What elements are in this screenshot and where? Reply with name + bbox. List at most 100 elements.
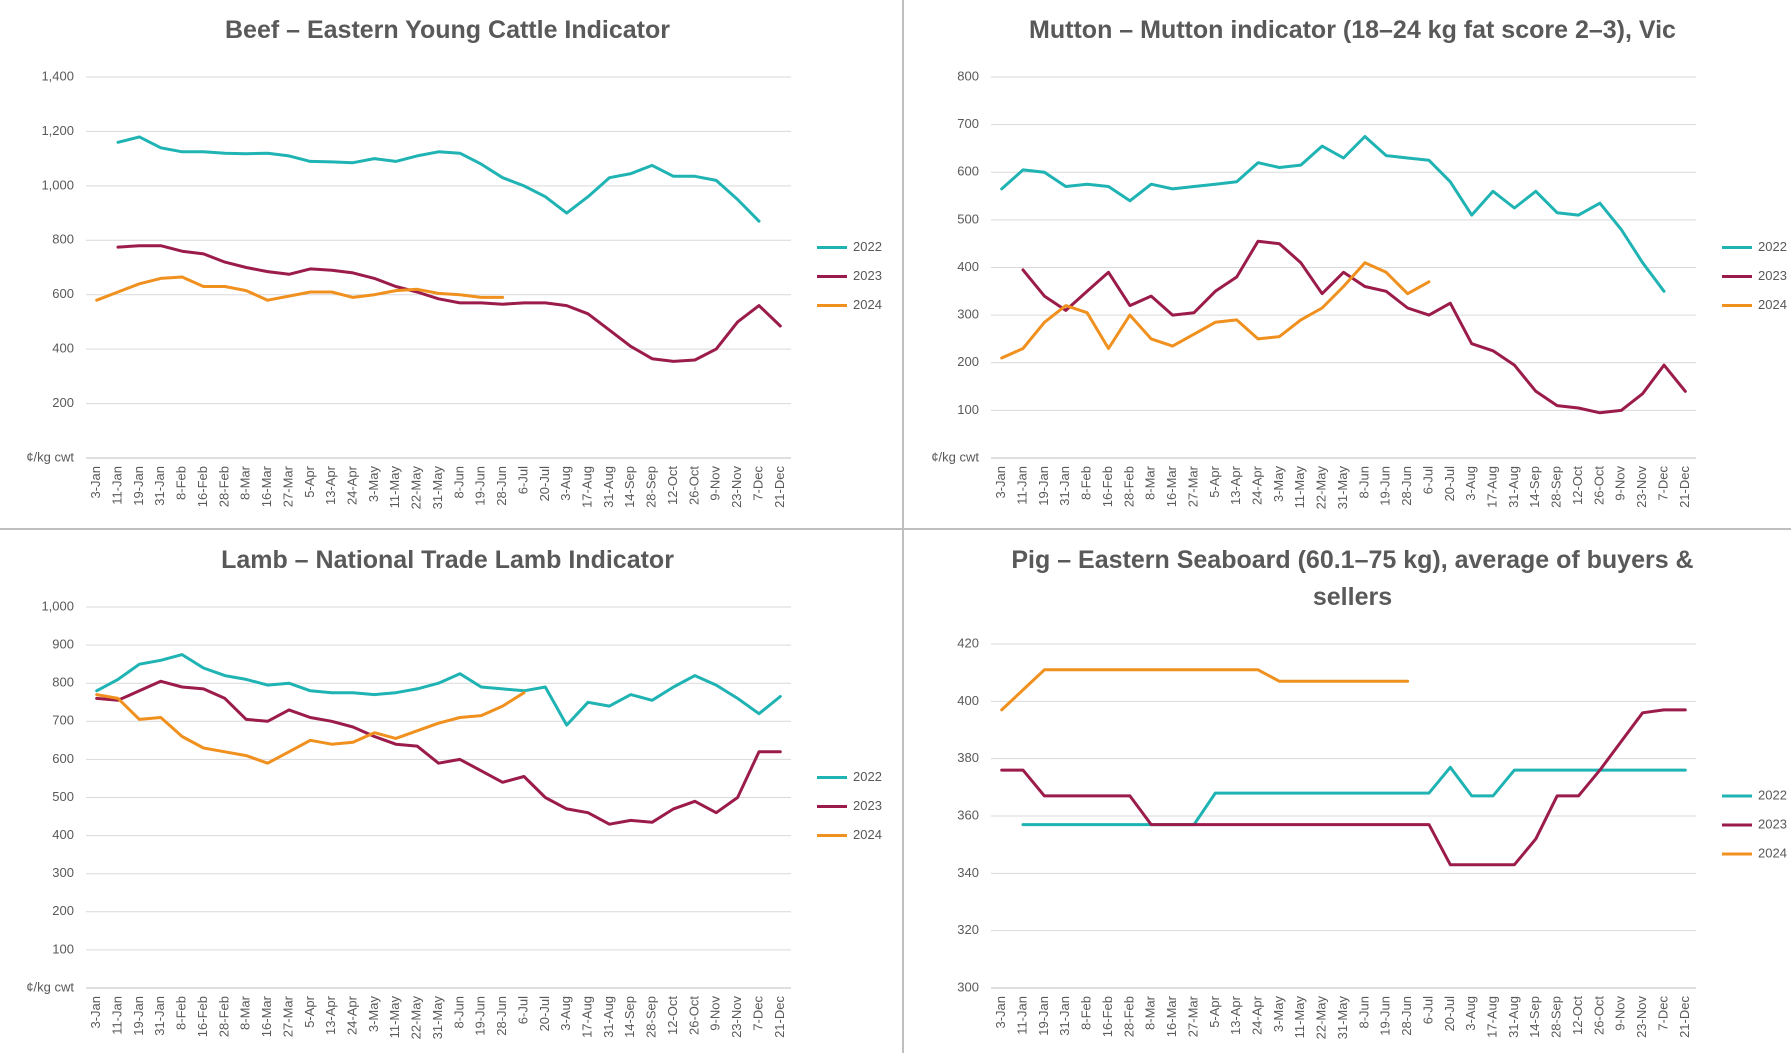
x-tick-label: 3-May: [366, 996, 381, 1033]
x-tick-label: 28-Sep: [1549, 466, 1564, 508]
y-tick-label: 300: [52, 865, 74, 880]
x-tick-label: 28-Feb: [216, 466, 231, 507]
x-tick-label: 9-Nov: [1613, 996, 1628, 1031]
x-tick-label: 31-Jan: [1057, 466, 1072, 506]
x-tick-label: 20-Jul: [537, 996, 552, 1032]
x-tick-label: 11-Jan: [109, 466, 124, 505]
x-tick-label: 8-Mar: [1143, 995, 1158, 1030]
series-line: [95, 275, 505, 302]
x-tick-label: 13-Apr: [1228, 995, 1243, 1035]
x-tick-label: 11-May: [1292, 996, 1307, 1039]
y-tick-label: 1,000: [41, 598, 74, 613]
x-tick-label: 24-Apr: [344, 995, 359, 1035]
x-tick-label: 3-Aug: [558, 996, 573, 1031]
x-tick-label: 12-Oct: [1570, 996, 1585, 1035]
x-tick-label: 8-Jun: [451, 466, 466, 499]
y-tick-label: 800: [52, 675, 74, 690]
x-tick-label: 16-Mar: [259, 465, 274, 507]
legend-label: 2023: [853, 268, 882, 283]
x-tick-label: 31-Aug: [1506, 466, 1521, 508]
x-tick-label: 20-Jul: [537, 466, 552, 502]
x-tick-label: 23-Nov: [1634, 996, 1649, 1038]
y-tick-label: 100: [52, 941, 74, 956]
y-tick-label: 420: [957, 635, 979, 650]
chart: 300 320 340 360 380 400 420 3-Jan 11-Jan 19-Jan 31…: [957, 635, 1787, 1039]
chart-title: Pig – Eastern Seaboard (60.1–75 kg), ave…: [1011, 546, 1694, 611]
x-tick-label: 26-Oct: [1591, 466, 1606, 505]
x-tick-label: 31-Aug: [601, 996, 616, 1038]
y-tick-label: 200: [52, 395, 74, 410]
x-tick-label: 19-Jun: [1378, 466, 1393, 506]
x-tick-label: 8-Feb: [1079, 466, 1094, 500]
y-tick-label: 700: [957, 116, 979, 131]
x-tick-label: 22-May: [409, 996, 424, 1040]
x-tick-label: 19-Jun: [473, 996, 488, 1036]
x-tick-label: 19-Jan: [1036, 466, 1051, 506]
legend-label: 2023: [853, 798, 882, 813]
x-tick-label: 28-Feb: [1121, 996, 1136, 1037]
x-tick-label: 8-Jun: [1356, 466, 1371, 499]
x-tick-label: 28-Jun: [1399, 996, 1414, 1036]
x-tick-label: 3-Aug: [558, 466, 573, 501]
y-axis-label: ¢/kg cwt: [931, 449, 979, 464]
x-tick-label: 19-Jun: [1378, 996, 1393, 1036]
x-tick-label: 3-Aug: [1463, 466, 1478, 501]
y-tick-label: 300: [957, 979, 979, 994]
x-tick-label: 23-Nov: [1634, 466, 1649, 508]
x-tick-label: 16-Feb: [1100, 996, 1115, 1037]
x-tick-label: 24-Apr: [1249, 995, 1264, 1035]
y-tick-label: 300: [957, 307, 979, 322]
x-tick-label: 3-Aug: [1463, 996, 1478, 1031]
chart: 200 400 600 800 1,000 1,200 1,400 ¢/kg cwt 3-Jan…: [26, 68, 882, 510]
chart-title: Beef – Eastern Young Cattle Indicator: [224, 16, 670, 44]
x-tick-label: 3-Jan: [88, 466, 103, 499]
y-tick-label: 400: [52, 341, 74, 356]
y-tick-label: 800: [957, 68, 979, 83]
x-tick-label: 31-Aug: [601, 466, 616, 508]
x-tick-label: 14-Sep: [1527, 996, 1542, 1038]
x-tick-label: 31-Jan: [1057, 996, 1072, 1036]
y-tick-label: 200: [52, 903, 74, 918]
x-tick-label: 8-Feb: [174, 996, 189, 1030]
y-tick-label: 700: [52, 713, 74, 728]
x-tick-label: 5-Apr: [302, 995, 317, 1027]
x-tick-label: 3-Jan: [993, 996, 1008, 1029]
x-tick-label: 9-Nov: [708, 996, 723, 1031]
series-line: [1000, 668, 1410, 712]
x-tick-label: 7-Dec: [1655, 466, 1670, 501]
x-tick-label: 14-Sep: [622, 466, 637, 508]
x-tick-label: 28-Jun: [494, 466, 509, 506]
x-tick-label: 16-Feb: [195, 466, 210, 507]
y-tick-label: 200: [957, 354, 979, 369]
chart-panel: 100 200 300 400 500 600 700 800 900 1,000 ¢/kg cwt…: [0, 530, 895, 1056]
x-tick-label: 24-Apr: [344, 465, 359, 505]
x-tick-label: 31-Aug: [1506, 996, 1521, 1038]
y-tick-label: 800: [52, 232, 74, 247]
x-tick-label: 21-Dec: [1677, 996, 1692, 1038]
x-tick-label: 8-Mar: [238, 995, 253, 1030]
y-tick-label: 1,400: [41, 68, 74, 83]
x-tick-label: 22-May: [409, 466, 424, 510]
series-line: [1000, 708, 1687, 867]
x-tick-label: 21-Dec: [1677, 466, 1692, 508]
panel-divider: [0, 528, 1791, 530]
y-tick-label: 100: [957, 402, 979, 417]
x-tick-label: 31-Jan: [152, 466, 167, 506]
chart-title: Lamb – National Trade Lamb Indicator: [221, 546, 674, 574]
legend-label: 2024: [1758, 297, 1787, 312]
x-tick-label: 16-Mar: [1164, 995, 1179, 1037]
x-tick-label: 13-Apr: [1228, 465, 1243, 505]
x-tick-label: 28-Sep: [644, 466, 659, 508]
series-line: [1021, 239, 1687, 415]
x-tick-label: 3-Jan: [993, 466, 1008, 499]
x-tick-label: 31-May: [430, 996, 445, 1040]
series-line: [116, 135, 761, 223]
series-line: [95, 679, 782, 826]
x-tick-label: 11-May: [387, 466, 402, 509]
panel-divider: [902, 0, 904, 1053]
x-tick-label: 31-May: [430, 466, 445, 510]
y-tick-label: 400: [957, 693, 979, 708]
x-tick-label: 8-Mar: [238, 465, 253, 500]
legend-label: 2023: [1758, 816, 1787, 831]
